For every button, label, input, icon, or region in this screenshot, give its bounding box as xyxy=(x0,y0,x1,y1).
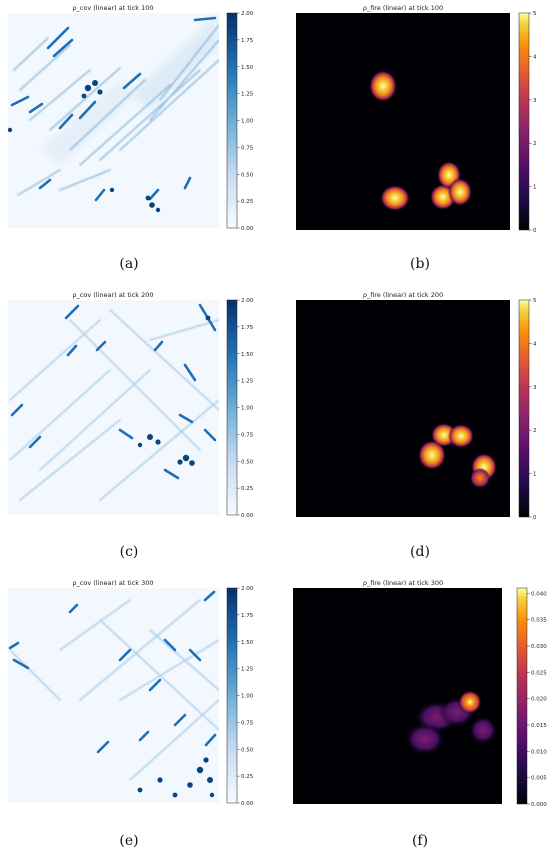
colorbar-tick-label: 5 xyxy=(533,298,537,304)
colorbar-tick-label: 0.50 xyxy=(241,747,254,753)
panel-d-title: ρ_fire (linear) at tick 200 xyxy=(363,291,443,299)
colorbar-tick-label: 2 xyxy=(533,141,537,147)
panel-f-title: ρ_fire (linear) at tick 300 xyxy=(363,579,443,587)
colorbar-tick-label: 2.00 xyxy=(241,586,254,592)
colorbar-tick-label: 0.035 xyxy=(531,618,547,624)
panel-c-colorbar-ticks: 0.00 0.25 0.50 0.75 1.00 1.25 1.50 1.75 2.00 xyxy=(237,298,254,519)
panel-f-colorbar-ticks: 0.000 0.005 0.010 0.015 0.020 0.025 0.030 0.035… xyxy=(527,591,547,808)
panel-b-colorbar-ticks: 0 1 2 3 4 5 xyxy=(529,11,537,234)
panel-a-colorbar-ticks: 0.00 0.25 0.50 0.75 1.00 1.25 1.50 1.75 2.00 xyxy=(237,11,254,232)
colorbar-tick-label: 0.75 xyxy=(241,432,254,438)
colorbar-tick-label: 0.25 xyxy=(241,486,254,492)
panel-c-title: ρ_cov (linear) at tick 200 xyxy=(72,291,153,299)
colorbar-tick-label: 0.025 xyxy=(531,670,547,676)
colorbar-tick-label: 1.00 xyxy=(241,694,254,700)
panel-c-colorbar xyxy=(226,299,238,516)
colorbar-tick-label: 2 xyxy=(533,428,537,434)
panel-b-title: ρ_fire (linear) at tick 100 xyxy=(363,4,443,12)
panel-a-colorbar xyxy=(226,12,238,229)
colorbar-tick-label: 2.00 xyxy=(241,298,254,304)
panel-f-hotspots xyxy=(405,690,497,755)
colorbar-tick-label: 2.00 xyxy=(241,11,254,17)
panel-f-caption: (f) xyxy=(412,833,428,849)
panel-c-heatmap xyxy=(8,300,219,515)
colorbar-tick-label: 0.25 xyxy=(241,199,254,205)
colorbar-tick-label: 1.00 xyxy=(241,406,254,412)
colorbar-tick-label: 0.030 xyxy=(531,644,547,650)
panel-e-title: ρ_cov (linear) at tick 300 xyxy=(72,579,153,587)
colorbar-tick-label: 3 xyxy=(533,98,537,104)
panel-a-streaks xyxy=(8,13,219,213)
colorbar-tick-label: 0.50 xyxy=(241,172,254,178)
panel-d-caption: (d) xyxy=(410,544,430,560)
panel-f-colorbar xyxy=(516,587,528,805)
colorbar-tick-label: 0.015 xyxy=(531,723,547,729)
panel-a-caption: (a) xyxy=(119,256,138,272)
panel-e: ρ_cov (linear) at tick 300 xyxy=(8,579,254,849)
colorbar-tick-label: 4 xyxy=(533,54,537,60)
colorbar-tick-label: 1.75 xyxy=(241,613,254,619)
panel-e-colorbar-ticks: 0.00 0.25 0.50 0.75 1.00 1.25 1.50 1.75 2.00 xyxy=(237,586,254,807)
panel-b-hotspots xyxy=(369,70,472,211)
colorbar-tick-label: 1.25 xyxy=(241,667,254,673)
panel-b-colorbar xyxy=(518,12,530,231)
colorbar-tick-label: 1.50 xyxy=(241,352,254,358)
colorbar-tick-label: 0 xyxy=(533,515,537,521)
panel-f: ρ_fire (linear) at tick 300 0.0000.0050.… xyxy=(293,579,547,849)
panel-c-caption: (c) xyxy=(120,544,139,560)
panel-a-title: ρ_cov (linear) at tick 100 xyxy=(72,4,153,12)
colorbar-tick-label: 0.00 xyxy=(241,226,254,232)
panel-d: ρ_fire (linear) at tick 200 0 1 2 3 4 5 (d) xyxy=(296,291,537,560)
colorbar-tick-label: 0.00 xyxy=(241,801,254,807)
panel-d-colorbar-ticks: 0 1 2 3 4 5 xyxy=(529,298,537,521)
colorbar-tick-label: 4 xyxy=(533,341,537,347)
colorbar-tick-label: 1.75 xyxy=(241,38,254,44)
colorbar-tick-label: 3 xyxy=(533,385,537,391)
panel-c: ρ_cov (linear) at tick 200 xyxy=(8,291,254,560)
colorbar-tick-label: 5 xyxy=(533,11,537,17)
panel-c-streaks xyxy=(9,303,219,501)
colorbar-tick-label: 0.005 xyxy=(531,776,547,782)
colorbar-tick-label: 1.50 xyxy=(241,65,254,71)
colorbar-tick-label: 1 xyxy=(533,185,537,191)
colorbar-tick-label: 0.00 xyxy=(241,513,254,519)
colorbar-tick-label: 1.75 xyxy=(241,325,254,331)
colorbar-tick-label: 0 xyxy=(533,228,537,234)
panel-a: ρ_cov (linear) at tick 100 xyxy=(8,4,254,272)
panel-e-heatmap xyxy=(8,588,219,803)
panel-b-caption: (b) xyxy=(410,256,430,272)
colorbar-tick-label: 0.000 xyxy=(531,802,547,808)
panel-d-colorbar xyxy=(518,299,530,518)
colorbar-tick-label: 0.040 xyxy=(531,591,547,597)
colorbar-tick-label: 1 xyxy=(533,472,537,478)
colorbar-tick-label: 0.75 xyxy=(241,720,254,726)
colorbar-tick-label: 1.25 xyxy=(241,92,254,98)
panel-e-caption: (e) xyxy=(119,833,138,849)
colorbar-tick-label: 0.75 xyxy=(241,145,254,151)
colorbar-tick-label: 1.25 xyxy=(241,379,254,385)
panel-e-colorbar xyxy=(226,587,238,804)
panel-b: ρ_fire (linear) at tick 100 0 1 2 3 4 5 (b) xyxy=(296,4,537,272)
colorbar-tick-label: 0.020 xyxy=(531,697,547,703)
colorbar-tick-label: 0.25 xyxy=(241,774,254,780)
colorbar-tick-label: 1.50 xyxy=(241,640,254,646)
panel-d-hotspots xyxy=(418,423,497,488)
panel-e-streaks xyxy=(8,590,219,798)
colorbar-tick-label: 0.50 xyxy=(241,459,254,465)
colorbar-tick-label: 0.010 xyxy=(531,749,547,755)
colorbar-tick-label: 1.00 xyxy=(241,119,254,125)
